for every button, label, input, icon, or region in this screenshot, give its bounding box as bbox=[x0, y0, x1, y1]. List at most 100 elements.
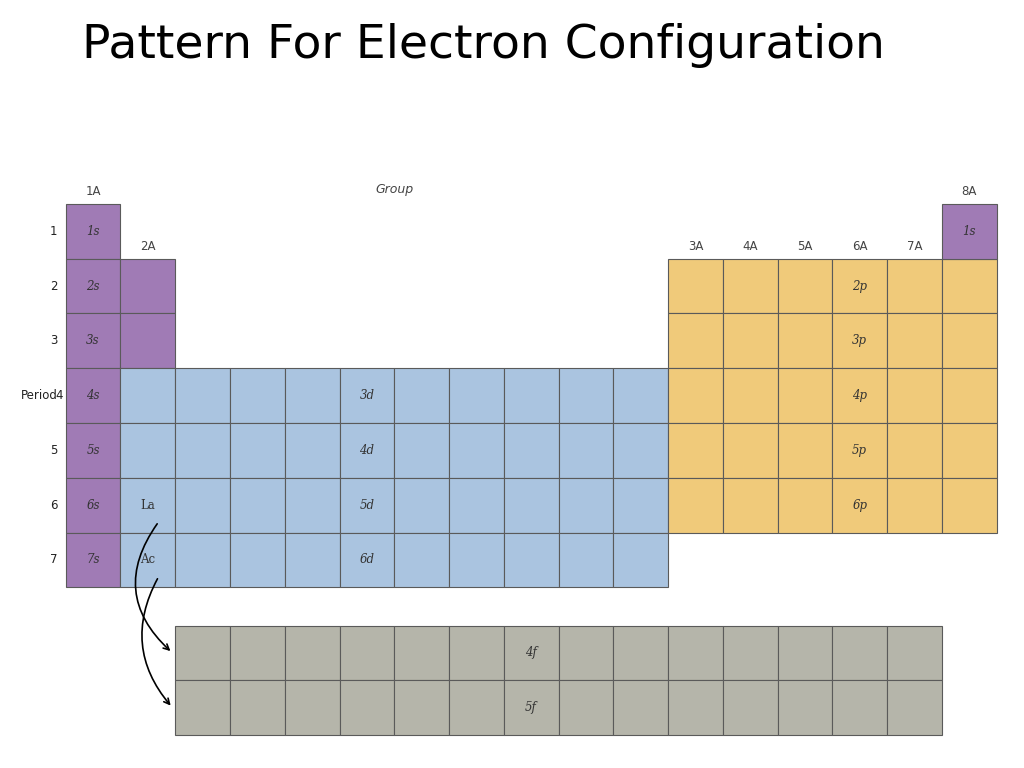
Bar bbox=[450, 368, 504, 423]
Bar bbox=[285, 626, 340, 680]
Text: La: La bbox=[140, 498, 156, 511]
Bar bbox=[777, 626, 833, 680]
Text: 2s: 2s bbox=[86, 280, 100, 293]
Bar bbox=[504, 680, 558, 735]
Bar bbox=[833, 313, 887, 368]
Text: 2p: 2p bbox=[852, 280, 867, 293]
Bar bbox=[887, 368, 942, 423]
Text: 1s: 1s bbox=[86, 225, 100, 238]
Bar bbox=[833, 259, 887, 313]
Bar bbox=[558, 680, 613, 735]
Bar bbox=[668, 626, 723, 680]
Text: 4s: 4s bbox=[86, 389, 100, 402]
Bar bbox=[668, 368, 723, 423]
Bar bbox=[833, 478, 887, 532]
Text: 5d: 5d bbox=[359, 498, 375, 511]
Bar bbox=[121, 313, 175, 368]
Bar bbox=[285, 680, 340, 735]
Bar bbox=[833, 626, 887, 680]
Bar bbox=[668, 680, 723, 735]
Bar bbox=[777, 313, 833, 368]
Bar bbox=[450, 423, 504, 478]
Bar bbox=[450, 680, 504, 735]
Bar bbox=[230, 478, 285, 532]
Bar bbox=[340, 680, 394, 735]
Bar bbox=[668, 478, 723, 532]
Text: 7s: 7s bbox=[86, 554, 100, 567]
Text: 2A: 2A bbox=[140, 240, 156, 253]
Text: 3: 3 bbox=[50, 334, 57, 347]
Text: 1s: 1s bbox=[963, 225, 976, 238]
Bar bbox=[504, 626, 558, 680]
Text: 4A: 4A bbox=[742, 240, 758, 253]
Bar bbox=[558, 423, 613, 478]
Bar bbox=[723, 313, 777, 368]
Bar bbox=[340, 423, 394, 478]
Bar bbox=[504, 368, 558, 423]
Bar bbox=[613, 478, 668, 532]
Bar bbox=[942, 313, 996, 368]
Bar bbox=[66, 478, 121, 532]
Text: 6: 6 bbox=[50, 498, 57, 511]
Text: 6d: 6d bbox=[359, 554, 375, 567]
Text: 4f: 4f bbox=[525, 647, 538, 660]
Bar bbox=[230, 626, 285, 680]
Text: Group: Group bbox=[375, 183, 414, 196]
Bar bbox=[394, 532, 450, 588]
Text: 6p: 6p bbox=[852, 498, 867, 511]
Bar bbox=[723, 478, 777, 532]
Text: 3A: 3A bbox=[688, 240, 703, 253]
Bar bbox=[230, 680, 285, 735]
Bar bbox=[394, 626, 450, 680]
Bar bbox=[450, 626, 504, 680]
Bar bbox=[942, 259, 996, 313]
Bar bbox=[450, 532, 504, 588]
Bar bbox=[723, 680, 777, 735]
Text: 5f: 5f bbox=[525, 701, 538, 714]
Bar bbox=[613, 626, 668, 680]
Text: 6s: 6s bbox=[86, 498, 100, 511]
Bar bbox=[121, 478, 175, 532]
Text: Ac: Ac bbox=[140, 554, 156, 567]
Text: 4p: 4p bbox=[852, 389, 867, 402]
Bar bbox=[613, 423, 668, 478]
Bar bbox=[66, 204, 121, 259]
Bar bbox=[175, 626, 230, 680]
Bar bbox=[777, 423, 833, 478]
Text: 7: 7 bbox=[50, 554, 57, 567]
Bar bbox=[175, 423, 230, 478]
Bar bbox=[887, 259, 942, 313]
Bar bbox=[558, 626, 613, 680]
Bar bbox=[942, 423, 996, 478]
Bar bbox=[777, 259, 833, 313]
Text: 4: 4 bbox=[55, 389, 62, 402]
Text: 3s: 3s bbox=[86, 334, 100, 347]
Bar bbox=[833, 423, 887, 478]
Bar bbox=[887, 626, 942, 680]
Bar bbox=[887, 313, 942, 368]
Bar bbox=[121, 368, 175, 423]
Bar bbox=[285, 423, 340, 478]
Bar bbox=[777, 368, 833, 423]
Bar bbox=[394, 368, 450, 423]
Bar bbox=[66, 532, 121, 588]
Bar bbox=[723, 423, 777, 478]
Bar bbox=[504, 423, 558, 478]
Bar bbox=[777, 680, 833, 735]
Bar bbox=[668, 259, 723, 313]
Bar bbox=[121, 532, 175, 588]
Text: 5s: 5s bbox=[86, 444, 100, 457]
Bar bbox=[723, 368, 777, 423]
Bar bbox=[285, 478, 340, 532]
Bar bbox=[887, 478, 942, 532]
Text: 8A: 8A bbox=[962, 186, 977, 198]
Bar bbox=[230, 423, 285, 478]
Bar bbox=[230, 368, 285, 423]
Bar bbox=[723, 259, 777, 313]
Bar bbox=[66, 259, 121, 313]
Bar bbox=[558, 368, 613, 423]
Bar bbox=[613, 680, 668, 735]
Text: 5: 5 bbox=[50, 444, 57, 457]
Bar bbox=[777, 478, 833, 532]
Bar bbox=[558, 532, 613, 588]
